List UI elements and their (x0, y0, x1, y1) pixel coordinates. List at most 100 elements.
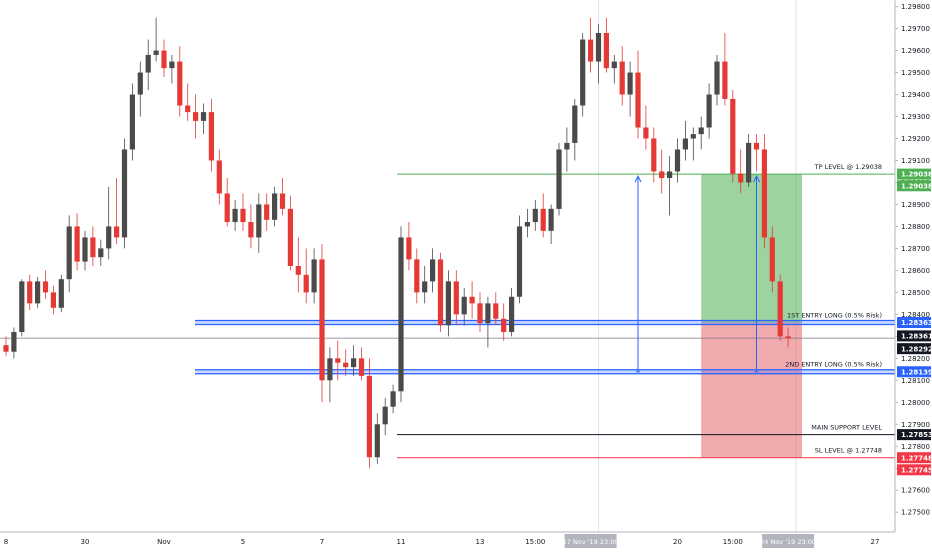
price-tick-label: 1.27900 (901, 421, 930, 429)
candle-body (121, 149, 128, 238)
candle-body (501, 318, 507, 332)
tp-price-tag-bg (897, 168, 931, 180)
candle-body (588, 39, 594, 62)
time-tick-label: 30 (81, 538, 90, 546)
target-arrow-head (634, 174, 642, 183)
candle-body (374, 424, 380, 458)
candle-body (761, 149, 767, 238)
candle-body (406, 237, 412, 260)
entry1-level-band (195, 319, 895, 325)
candle-body (540, 208, 546, 231)
price-tick-label: 1.28900 (901, 201, 930, 209)
time-tick-label: 27 (871, 538, 880, 546)
take-profit-zone (701, 174, 802, 323)
candle-body (58, 279, 64, 308)
candle-body (437, 259, 444, 326)
candle-body (698, 127, 704, 135)
price-tick-label: 1.28400 (901, 311, 930, 319)
candle-body (82, 237, 88, 262)
price-tick-label: 1.29600 (901, 47, 930, 55)
candle-body (722, 61, 728, 99)
candle-body (98, 248, 104, 258)
support-price-tag: 1.27853 (901, 431, 932, 439)
crosshair-time-label: 17 Nov '19 23:00 (563, 538, 619, 546)
candle-body (224, 193, 230, 223)
price-tag-bg (897, 180, 931, 192)
candle-body (42, 281, 49, 293)
candle-body (619, 61, 625, 95)
candle-body (453, 281, 459, 315)
candle-body (659, 171, 665, 179)
time-tick-label: 15:00 (723, 538, 743, 546)
candle-body (200, 112, 207, 121)
candle-body (477, 303, 483, 324)
price-tag-bg (897, 464, 931, 476)
time-tick-label: 5 (241, 538, 245, 546)
candle-body (635, 72, 641, 128)
price-tick-label: 1.29300 (901, 113, 930, 121)
candle-body (516, 226, 523, 297)
candle-body (422, 281, 428, 293)
candle-body (785, 336, 791, 339)
candle-body (114, 226, 120, 238)
price-tick-label: 1.27800 (901, 443, 930, 451)
candle-body (327, 358, 333, 381)
price-tick-label: 1.28700 (901, 245, 930, 253)
candle-body (208, 112, 214, 161)
price-tick-label: 1.28500 (901, 289, 930, 297)
candle-body (311, 259, 317, 293)
candle-body (690, 134, 696, 139)
candle-body (524, 222, 530, 227)
candle-body (509, 296, 515, 332)
candle-body (90, 237, 96, 258)
candle-body (746, 142, 752, 183)
support-price-tag-bg (897, 429, 931, 441)
entry2-level-band (195, 369, 895, 375)
entry1-price-tag-bg (897, 316, 931, 328)
candle-body (50, 292, 56, 308)
price-tick-label: 1.28000 (901, 399, 930, 407)
candle-body (240, 208, 246, 223)
candle-body (651, 138, 657, 172)
candle-body (643, 127, 649, 139)
price-tag: 1.28361 (901, 333, 932, 341)
candle-body (627, 72, 633, 95)
candle-body (11, 331, 17, 352)
time-tick-label: 7 (320, 538, 324, 546)
entry1-price-tag: 1.28363 (901, 319, 932, 327)
candle-body (572, 105, 578, 143)
sl-price-tag: 1.27748 (901, 454, 932, 462)
candle-body (319, 259, 325, 381)
price-tick-label: 1.29100 (901, 157, 930, 165)
candle-body (153, 50, 159, 55)
candle-body (430, 259, 436, 282)
candle-body (335, 358, 341, 363)
candle-body (264, 204, 270, 220)
time-tick-label: 11 (397, 538, 406, 546)
candle-body (161, 50, 167, 69)
entry2-price-tag-bg (897, 366, 931, 378)
candle-body (667, 171, 673, 179)
candle-body (611, 61, 617, 69)
price-tag: 1.27745 (901, 466, 932, 474)
support-level-label: MAIN SUPPORT LEVEL (811, 424, 882, 432)
candle-body (493, 303, 499, 319)
candle-body (106, 226, 112, 249)
candle-body (129, 94, 135, 150)
time-tick-label: Nov (157, 538, 171, 546)
time-axis-panel (0, 532, 932, 550)
candle-body (674, 149, 681, 172)
candle-body (145, 54, 151, 73)
candle-body (193, 112, 199, 121)
candle-body (603, 32, 609, 69)
candle-body (287, 208, 293, 266)
candle-body (35, 281, 41, 304)
entry2-price-tag: 1.28139 (901, 368, 932, 376)
candle-body (469, 296, 475, 304)
target-arrow-head (753, 174, 760, 183)
entry2-level-label: 2ND ENTRY LONG (0.5% Risk) (785, 361, 882, 369)
candle-body (390, 391, 396, 407)
candle-body (137, 72, 143, 95)
